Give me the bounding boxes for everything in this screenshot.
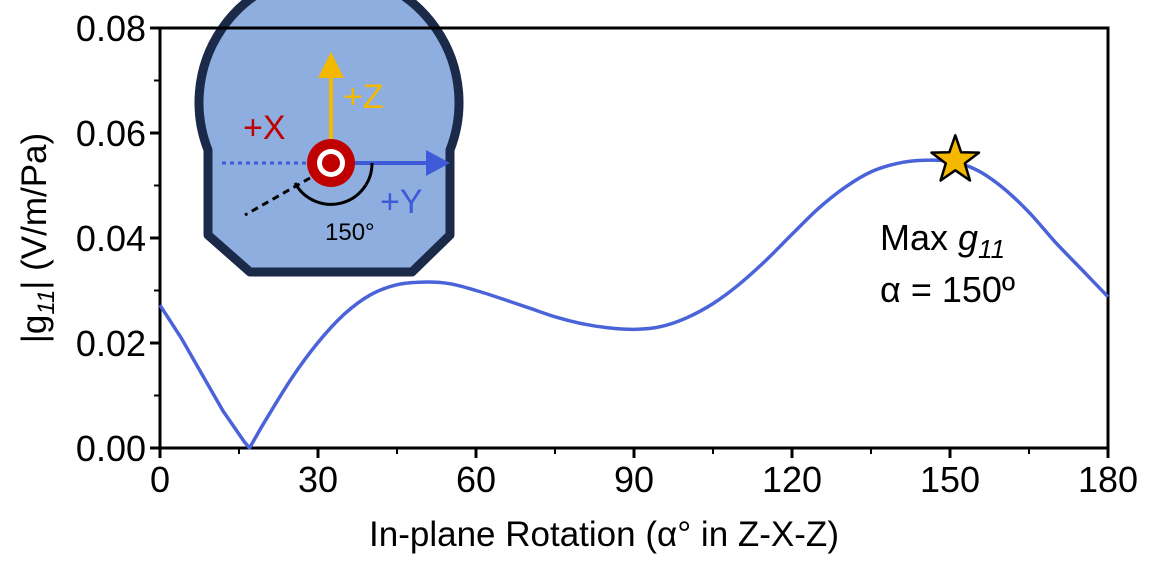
- y-axis-title: |g11| (V/m/Pa): [15, 133, 60, 343]
- inset-z-arrow-icon: [318, 52, 344, 78]
- inset-schematic: +X +Z +Y 150°: [194, 0, 464, 277]
- max-star-marker: [930, 134, 981, 182]
- inset-plus-y-label: +Y: [380, 183, 423, 221]
- x-tick-label: 180: [1078, 459, 1138, 500]
- alpha-label: α = 150º: [880, 269, 1015, 310]
- max-g11-label: Max g11: [880, 217, 1005, 264]
- y-tick-label: 0.02: [76, 323, 146, 364]
- x-tick-label: 90: [614, 459, 654, 500]
- max-label-prefix: Max: [880, 217, 958, 258]
- y-tick-label: 0.06: [76, 113, 146, 154]
- inset-angle-dashed-line: [244, 176, 311, 217]
- inset-y-arrow-icon: [426, 150, 450, 176]
- max-label-g: g: [958, 217, 978, 258]
- y-title-sub: 11: [33, 290, 60, 315]
- inset-angle-arc: [293, 162, 374, 206]
- x-tick-label: 150: [920, 459, 980, 500]
- y-title-suffix: | (V/m/Pa): [15, 133, 54, 290]
- x-axis: 0 30 60 90 120 150 180: [150, 448, 1138, 500]
- x-axis-title: In-plane Rotation (α° in Z-X-Z): [369, 515, 839, 554]
- y-tick-label: 0.00: [76, 428, 146, 469]
- inset-x-target-dot: [322, 154, 340, 172]
- inset-plus-x-label: +X: [243, 109, 286, 147]
- y-tick-label: 0.04: [76, 218, 146, 259]
- x-tick-label: 120: [762, 459, 822, 500]
- inset-angle-label: 150°: [325, 219, 375, 246]
- y-axis: 0.00 0.02 0.04 0.06 0.08: [76, 8, 160, 469]
- x-tick-label: 30: [298, 459, 338, 500]
- x-tick-label: 0: [150, 459, 170, 500]
- y-title-prefix: |g: [15, 315, 54, 344]
- x-tick-label: 60: [456, 459, 496, 500]
- max-label-sub: 11: [978, 234, 1005, 264]
- inset-plus-z-label: +Z: [343, 78, 384, 116]
- y-tick-label: 0.08: [76, 8, 146, 49]
